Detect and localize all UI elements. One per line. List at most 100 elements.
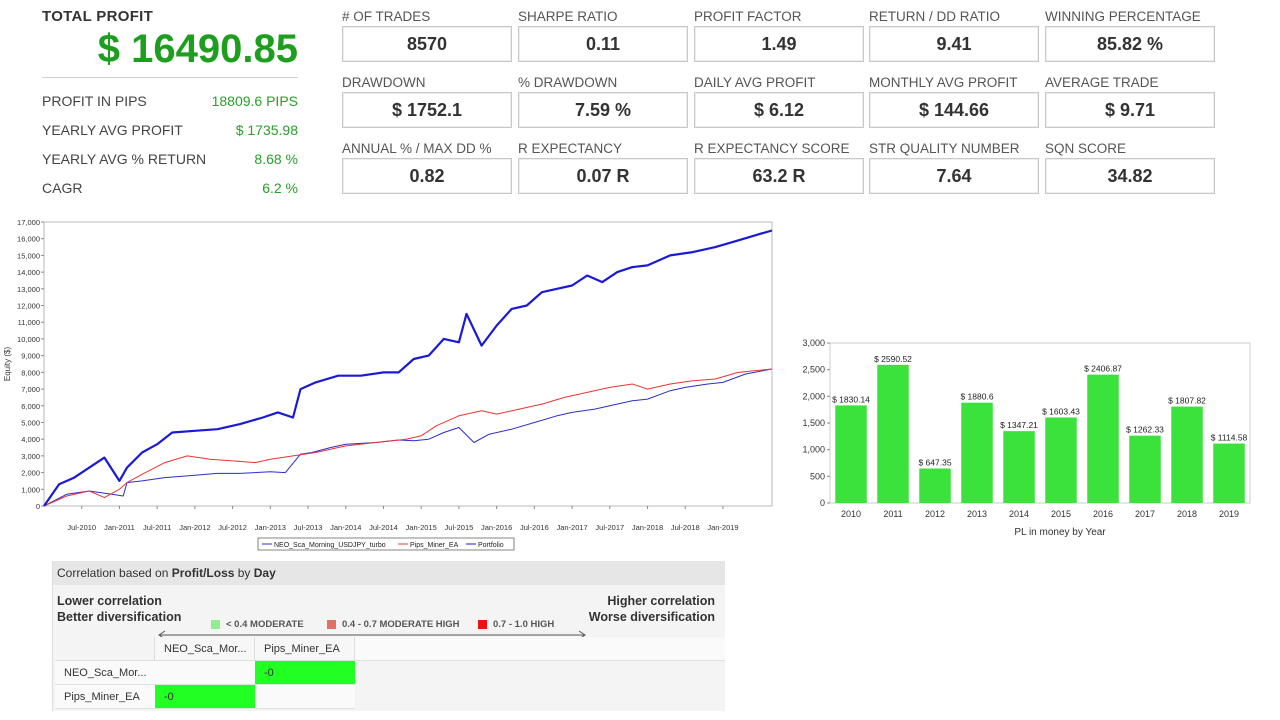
correlation-metric-selector[interactable]: Profit/Loss <box>171 566 235 580</box>
series-line-0 <box>43 368 773 507</box>
metric-avg-trade: AVERAGE TRADE $ 9.71 <box>1045 74 1215 128</box>
yearly-pl-chart-svg: 0 500 1,000 1,500 2,000 2,500 3,000 $ 1830.14 20… <box>802 338 1251 538</box>
x-tick-label: Jan-2013 <box>255 523 286 532</box>
metric-value: 7.64 <box>869 158 1039 194</box>
x-tick-label: 2012 <box>925 509 945 519</box>
legend-box <box>257 537 515 551</box>
bar-2014 <box>1003 431 1035 503</box>
metric-label: AVERAGE TRADE <box>1045 75 1159 90</box>
y-tick-label: 1,500 <box>802 418 825 428</box>
y-tick-label: 3,000 <box>802 338 825 348</box>
bar-2010 <box>835 405 867 503</box>
metric-monthly-avg: MONTHLY AVG PROFIT $ 144.66 <box>869 74 1039 128</box>
x-tick-label: Jul-2012 <box>218 523 247 532</box>
bar-data-label: $ 647.35 <box>918 457 951 467</box>
x-tick-label: Jan-2015 <box>406 523 437 532</box>
bar-2017 <box>1129 435 1161 503</box>
metric-label: MONTHLY AVG PROFIT <box>869 75 1018 90</box>
higher-correlation-label: Higher correlation Worse diversification <box>589 593 715 625</box>
x-tick-label: Jul-2013 <box>294 523 323 532</box>
column-header[interactable]: NEO_Sca_Mor... <box>155 637 255 661</box>
x-tick-label: Jul-2015 <box>445 523 474 532</box>
bar-data-label: $ 1807.82 <box>1168 396 1206 406</box>
metric-str-quality: STR QUALITY NUMBER 7.64 <box>869 140 1039 194</box>
metric-r-expectancy: R EXPECTANCY 0.07 R <box>518 140 688 194</box>
summary-row-yearly-return: YEARLY AVG % RETURN 8.68 % <box>42 144 298 173</box>
summary-value: 18809.6 PIPS <box>211 92 298 109</box>
metric-value: 7.59 % <box>518 92 688 128</box>
legend-moderate-high: 0.4 - 0.7 MODERATE HIGH <box>327 619 460 630</box>
legend-entry: Pips_Miner_EA <box>410 542 459 549</box>
x-tick-label: 2013 <box>967 509 987 519</box>
equity-chart-svg: 0 1,000 2,000 3,000 4,000 5,000 6,000 7,000 8,00… <box>3 218 773 551</box>
legend-swatch <box>478 620 487 629</box>
bar-data-label: $ 1880.6 <box>960 392 993 402</box>
y-tick-label: 5,000 <box>21 418 40 427</box>
summary-row-cagr: CAGR 6.2 % <box>42 173 298 202</box>
legend-label: 0.4 - 0.7 MODERATE HIGH <box>342 619 460 630</box>
y-tick-label: 12,000 <box>17 302 40 311</box>
correlation-cell[interactable] <box>155 661 255 685</box>
y-tick-label: 3,000 <box>21 452 40 461</box>
correlation-cell[interactable] <box>255 685 355 709</box>
x-tick-label: 2010 <box>841 509 861 519</box>
y-tick-label: 17,000 <box>17 218 40 227</box>
metric-annual-maxdd: ANNUAL % / MAX DD % 0.82 <box>342 140 512 194</box>
equity-chart: 0 1,000 2,000 3,000 4,000 5,000 6,000 7,000 8,00… <box>0 208 785 553</box>
bar-2012 <box>919 468 951 503</box>
correlation-title-prefix: Correlation based on <box>57 566 172 580</box>
summary-row-pips: PROFIT IN PIPS 18809.6 PIPS <box>42 86 298 115</box>
y-tick-label: 11,000 <box>18 318 40 327</box>
legend-label: < 0.4 MODERATE <box>226 619 304 630</box>
y-tick-label: 4,000 <box>21 435 40 444</box>
metric-label: ANNUAL % / MAX DD % <box>342 141 492 156</box>
bar-data-label: $ 1347.21 <box>1000 420 1038 430</box>
row-header: NEO_Sca_Mor... <box>55 661 155 685</box>
correlation-legend: Lower correlation Better diversification… <box>53 585 725 640</box>
metric-label: DRAWDOWN <box>342 75 426 90</box>
summary-label: PROFIT IN PIPS <box>42 92 147 109</box>
lower-correlation-line1: Lower correlation <box>57 594 162 608</box>
metric-value: 0.07 R <box>518 158 688 194</box>
x-tick-label: Jan-2012 <box>179 523 210 532</box>
x-tick-label: Jan-2016 <box>481 523 512 532</box>
y-tick-label: 7,000 <box>21 385 40 394</box>
x-tick-label: Jul-2011 <box>143 523 171 532</box>
x-tick-label: Jan-2018 <box>632 523 663 532</box>
y-tick-label: 0 <box>820 498 825 508</box>
metric-value: 34.82 <box>1045 158 1215 194</box>
correlation-cell[interactable]: -0 <box>255 661 355 685</box>
metric-sharpe: SHARPE RATIO 0.11 <box>518 8 688 62</box>
legend-entry: Portfolio <box>478 542 504 549</box>
summary-label: CAGR <box>42 179 83 196</box>
total-profit-value: $ 16490.85 <box>97 27 298 71</box>
x-tick-label: 2018 <box>1177 509 1197 519</box>
metric-label: WINNING PERCENTAGE <box>1045 9 1201 24</box>
metric-drawdown: DRAWDOWN $ 1752.1 <box>342 74 512 128</box>
lower-correlation-line2: Better diversification <box>57 610 182 624</box>
metric-pct-drawdown: % DRAWDOWN 7.59 % <box>518 74 688 128</box>
x-tick-label: 2015 <box>1051 509 1071 519</box>
metric-label: R EXPECTANCY <box>518 141 623 156</box>
correlation-row: Pips_Miner_EA -0 <box>55 685 725 709</box>
metric-label: PROFIT FACTOR <box>694 9 802 24</box>
correlation-header-row: NEO_Sca_Mor... Pips_Miner_EA <box>55 637 725 661</box>
bar-data-label: $ 2406.87 <box>1084 364 1122 374</box>
y-tick-label: 8,000 <box>21 368 40 377</box>
metric-value: $ 144.66 <box>869 92 1039 128</box>
metric-value: 85.82 % <box>1045 26 1215 62</box>
metric-value: $ 6.12 <box>694 92 864 128</box>
y-tick-label: 10,000 <box>17 335 40 344</box>
correlation-period-selector[interactable]: Day <box>253 566 276 580</box>
equity-legend: NEO_Sca_Morning_USDJPY_turbo Pips_Miner_E… <box>257 537 515 551</box>
y-tick-label: 0 <box>36 502 40 511</box>
correlation-panel: Correlation based on Profit/Loss by Day … <box>52 561 725 711</box>
legend-label: 0.7 - 1.0 HIGH <box>493 619 555 630</box>
metric-value: 9.41 <box>869 26 1039 62</box>
column-header[interactable]: Pips_Miner_EA <box>255 637 355 661</box>
metric-value: 63.2 R <box>694 158 864 194</box>
summary-label: YEARLY AVG PROFIT <box>42 121 183 138</box>
y-tick-label: 15,000 <box>17 251 40 260</box>
correlation-cell[interactable]: -0 <box>155 685 255 709</box>
profit-summary: TOTAL PROFIT $ 16490.85 PROFIT IN PIPS 18… <box>42 8 298 202</box>
